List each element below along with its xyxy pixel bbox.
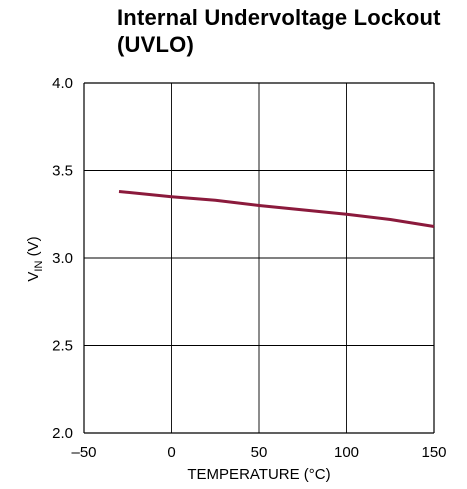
y-tick-label: 2.5 <box>52 338 73 355</box>
y-axis-label-sub: IN <box>33 261 45 272</box>
grid <box>83 82 435 434</box>
x-tick-labels: –50 0 50 100 150 <box>71 444 446 461</box>
x-tick-label: 0 <box>167 444 175 461</box>
y-tick-label: 3.0 <box>52 250 73 267</box>
series-group <box>118 190 435 228</box>
x-tick-label: –50 <box>71 444 96 461</box>
y-tick-labels: 2.0 2.5 3.0 3.5 4.0 <box>52 75 73 442</box>
x-axis-label: TEMPERATURE (°C) <box>187 466 330 483</box>
chart-title: Internal Undervoltage Lockout (UVLO) <box>117 5 441 57</box>
series-line-0 <box>118 190 435 228</box>
y-axis-label-unit: (V) <box>25 236 42 260</box>
x-tick-label: 50 <box>251 444 268 461</box>
y-axis-label-main: V <box>25 272 42 282</box>
y-tick-label: 3.5 <box>52 163 73 180</box>
x-tick-label: 150 <box>421 444 446 461</box>
y-tick-label: 2.0 <box>52 425 73 442</box>
x-tick-label: 100 <box>334 444 359 461</box>
y-tick-label: 4.0 <box>52 75 73 92</box>
y-axis-label: VIN (V) <box>25 236 45 281</box>
